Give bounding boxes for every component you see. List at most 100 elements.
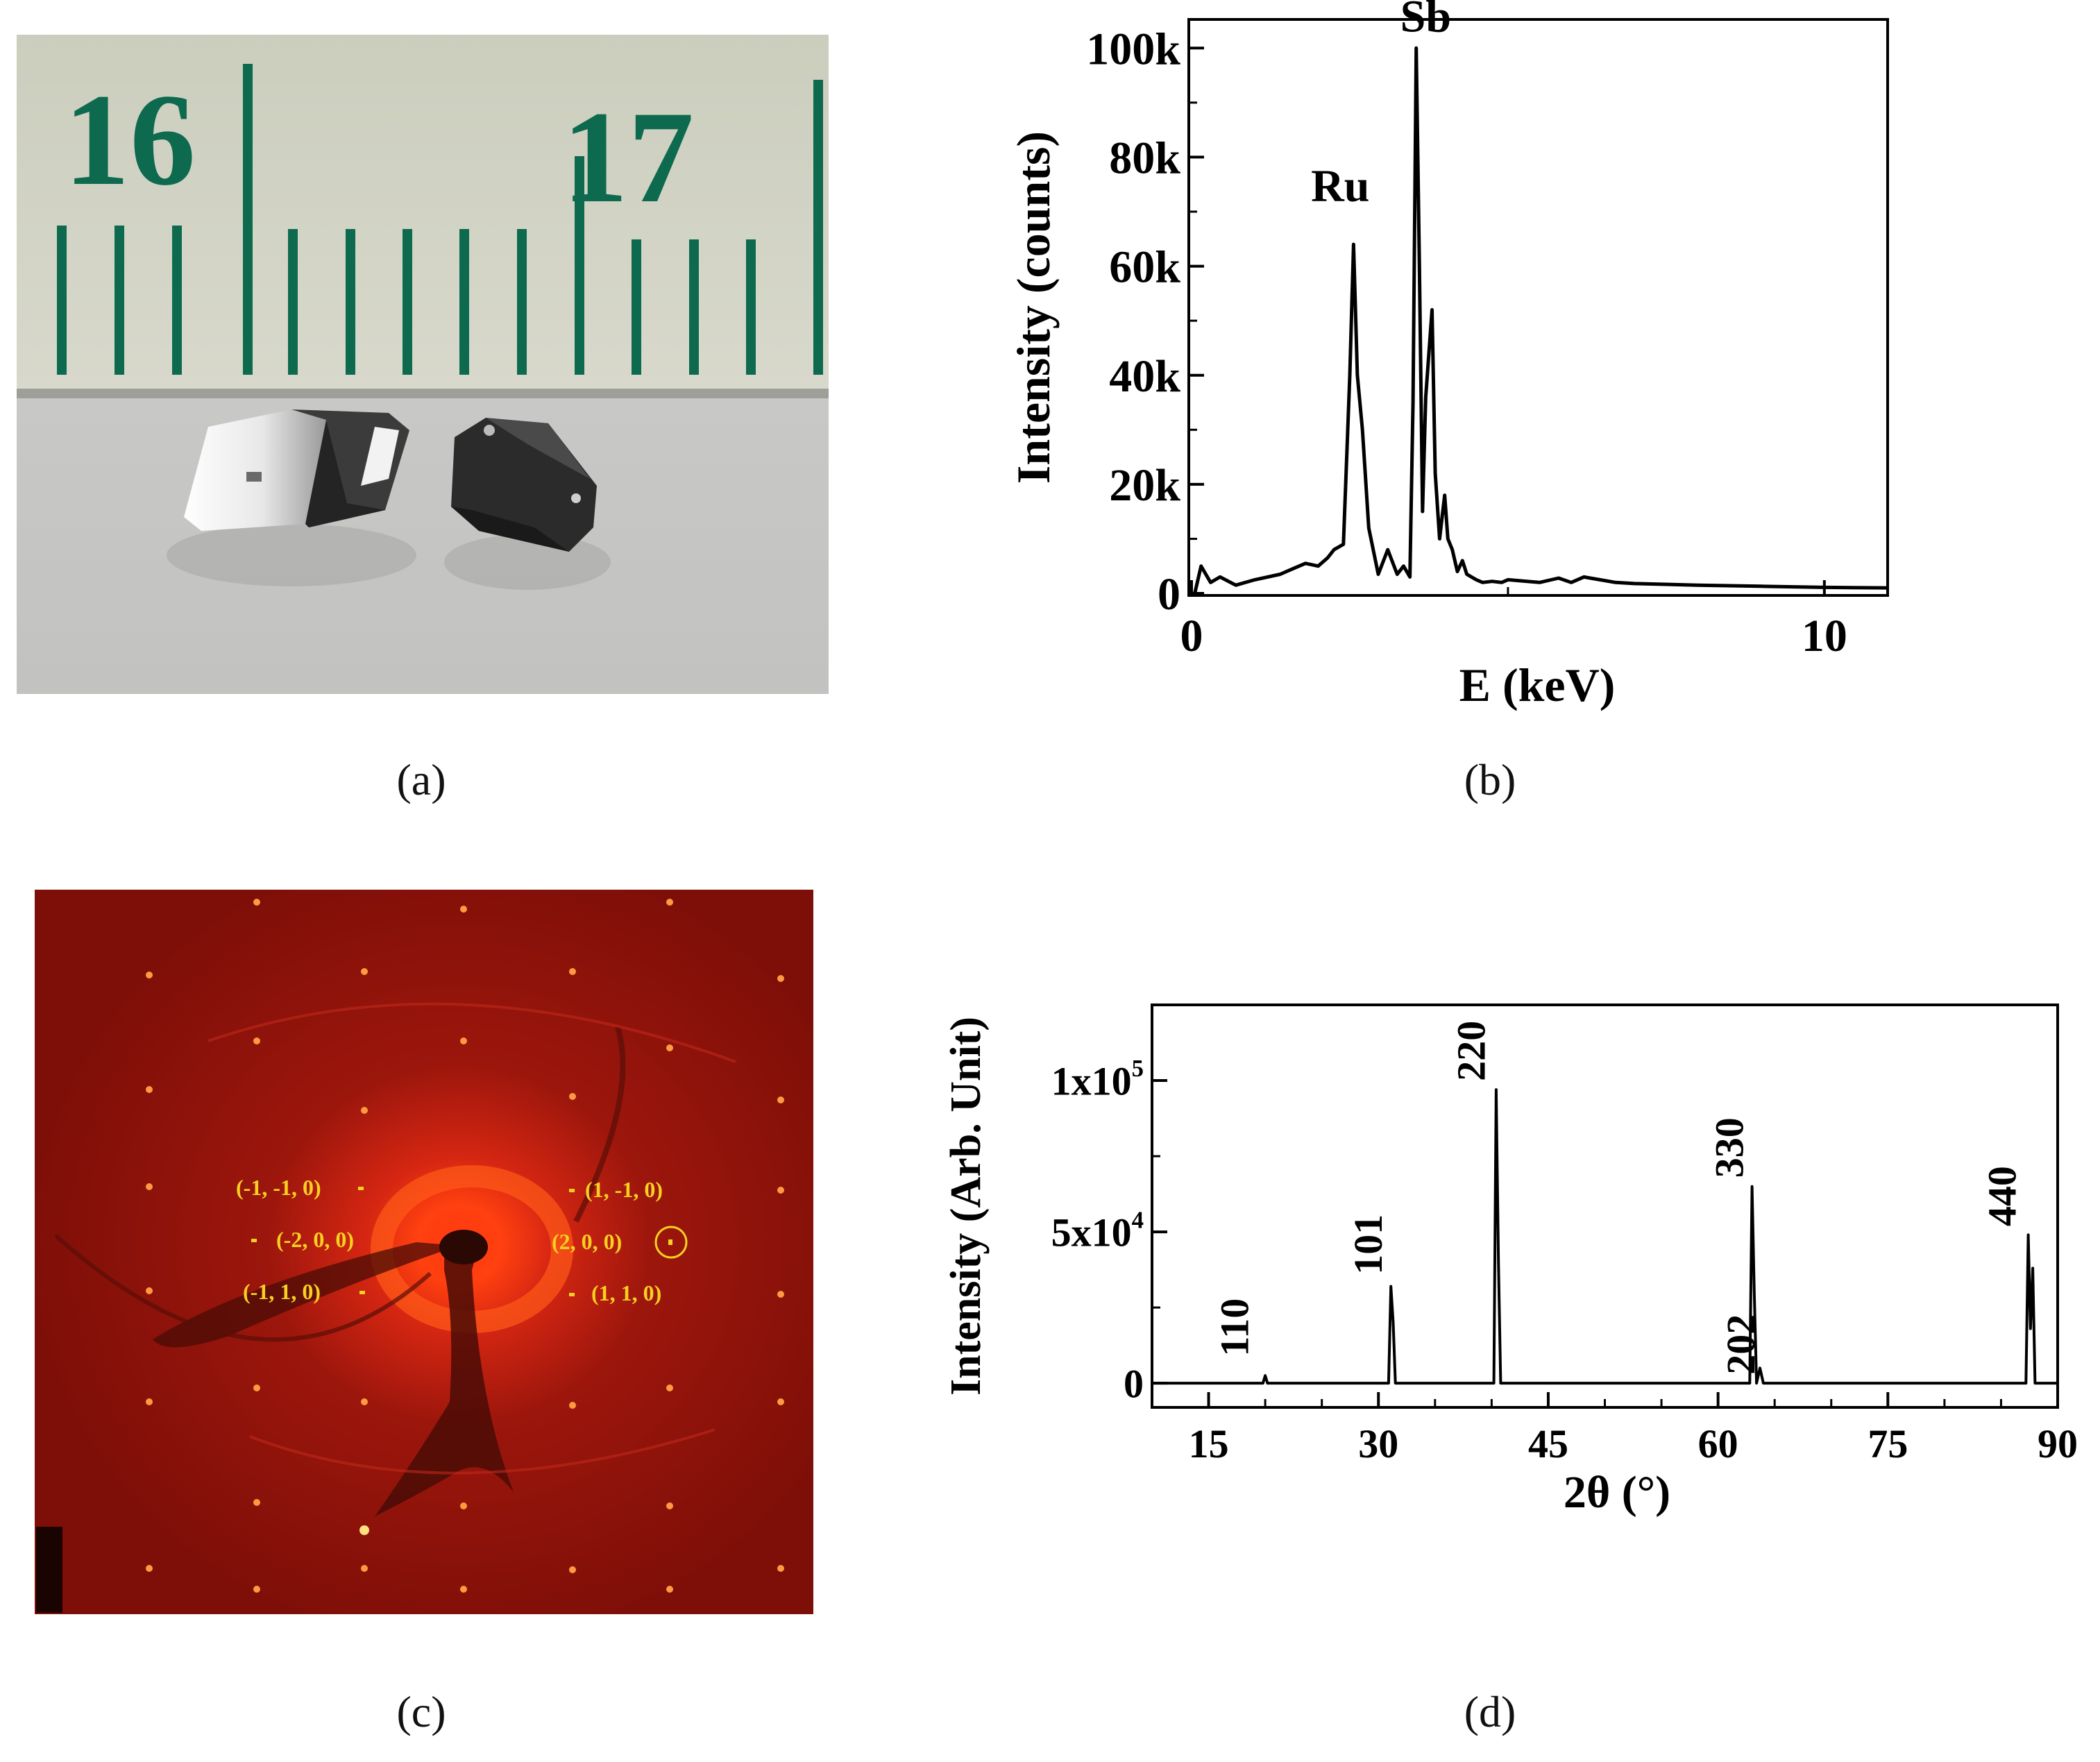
- panel-a-photo: 16 17: [17, 35, 829, 694]
- y-tick-exponent: 4: [1132, 1206, 1144, 1233]
- x-tick-label: 45: [1528, 1421, 1568, 1466]
- ruler-tick: [517, 229, 527, 375]
- y-tick-label: 40k: [1109, 351, 1180, 402]
- peak-label: 110: [1212, 1298, 1258, 1357]
- spot-label: (-1, -1, 0): [236, 1175, 321, 1200]
- ruler-tick: [288, 229, 298, 375]
- bragg-spot: [569, 1093, 576, 1100]
- eds-tick-labels: 0 10 0 20k 40k 60k 80k 100k: [1086, 24, 1847, 661]
- spot-marker: [359, 1291, 365, 1294]
- bragg-spot: [666, 1502, 673, 1509]
- x-tick-label: 60: [1698, 1421, 1738, 1466]
- ruler-tick: [346, 229, 355, 375]
- spot-marker: [569, 1293, 575, 1296]
- y-tick-label: 0: [1158, 569, 1180, 620]
- peak-label: 101: [1346, 1214, 1391, 1275]
- crystal-shadow: [444, 534, 611, 590]
- caption-b: (b): [1464, 755, 1516, 804]
- panel-c-diffraction: (-1, -1, 0) (1, -1, 0) (-2, 0, 0) (2, 0,…: [35, 890, 813, 1614]
- xrd-x-axis-label: 2θ (°): [1564, 1467, 1670, 1518]
- bragg-spot: [361, 1565, 368, 1572]
- caption-d: (d): [1464, 1687, 1516, 1736]
- bragg-spot: [666, 899, 673, 906]
- eds-y-axis-label: Intensity (counts): [1007, 131, 1060, 484]
- caption-a: (a): [396, 755, 446, 804]
- spot-label: (2, 0, 0): [552, 1229, 622, 1254]
- bragg-spot: [361, 968, 368, 975]
- bragg-spots: [146, 899, 784, 1593]
- y-tick-label: 5x104: [1051, 1206, 1144, 1255]
- ruler-tick: [459, 229, 469, 375]
- bragg-spot: [253, 899, 260, 906]
- ruler-tick: [575, 156, 584, 375]
- ruler-tick: [689, 239, 699, 375]
- eds-chart: 0 10 0 20k 40k 60k 80k 100k Ru Sb E (keV) Intens…: [1007, 0, 1889, 711]
- spot-marker: [251, 1239, 257, 1242]
- bragg-spot: [460, 906, 467, 913]
- spot-label: (1, 1, 0): [591, 1280, 661, 1305]
- crystal-left: [184, 409, 409, 531]
- eds-plot-frame: [1187, 18, 1889, 597]
- x-tick-label: 30: [1358, 1421, 1398, 1466]
- bragg-spot: [361, 1398, 368, 1405]
- bragg-spot: [777, 1187, 784, 1194]
- crystal-right: [451, 418, 597, 552]
- ruler-edge-shadow: [17, 389, 829, 398]
- bragg-spot: [460, 1037, 467, 1044]
- detector-edge: [36, 1527, 62, 1613]
- bragg-spot: [146, 1086, 153, 1093]
- shadow-arc: [573, 1026, 626, 1223]
- bragg-spot: [666, 1384, 673, 1391]
- bragg-spot: [569, 1402, 576, 1409]
- x-tick-label: 90: [2038, 1421, 2078, 1466]
- bragg-spot: [777, 1398, 784, 1405]
- ruler-tick: [813, 80, 823, 375]
- shadow-arc: [53, 1233, 432, 1342]
- bragg-spot: [253, 1499, 260, 1506]
- bragg-spot: [777, 1291, 784, 1298]
- x-tick-label: 10: [1802, 611, 1847, 661]
- y-tick-exponent: 5: [1132, 1055, 1144, 1082]
- y-tick-label: 100k: [1086, 24, 1180, 74]
- spot-label: (-2, 0, 0): [276, 1227, 354, 1252]
- ruler-ticks: [57, 64, 823, 375]
- xrd-plot-frame: [1151, 1003, 2059, 1409]
- peak-label: Sb: [1400, 0, 1451, 42]
- bragg-spot: [146, 1287, 153, 1294]
- xrd-annotations: 110 101 220 330 202 440: [1212, 1021, 2025, 1375]
- bragg-spot: [253, 1037, 260, 1044]
- spot-label: (1, -1, 0): [585, 1177, 663, 1202]
- spot-marker: [569, 1189, 575, 1192]
- y-tick-label: 0: [1124, 1361, 1144, 1406]
- bragg-spot: [253, 1384, 260, 1391]
- highlight-circle: [654, 1226, 688, 1259]
- bragg-spot: [253, 1586, 260, 1593]
- ruler-tick: [632, 239, 641, 375]
- beam-center: [439, 1230, 488, 1264]
- y-tick-label: 80k: [1109, 133, 1180, 184]
- spot-marker: [358, 1187, 364, 1190]
- y-tick-label: 1x105: [1051, 1055, 1144, 1103]
- peak-label: Ru: [1311, 160, 1369, 211]
- peak-label: 202: [1718, 1314, 1763, 1375]
- y-tick-label: 20k: [1109, 460, 1180, 511]
- xrd-series-line: [1152, 1088, 2058, 1385]
- ruler-label-17: 17: [562, 85, 694, 230]
- bragg-spot: [569, 968, 576, 975]
- bragg-spot: [777, 975, 784, 982]
- ruler-tick: [57, 226, 67, 375]
- ruler-tick: [172, 226, 182, 375]
- caption-c: (c): [396, 1687, 446, 1736]
- eds-x-axis-label: E (keV): [1459, 659, 1616, 711]
- bragg-spot: [361, 1107, 368, 1114]
- eds-series-line: [1193, 46, 1888, 594]
- ruler-label-16: 16: [64, 67, 196, 213]
- x-tick-label: 75: [1868, 1421, 1908, 1466]
- bragg-spot: [146, 1398, 153, 1405]
- peak-label: 220: [1449, 1021, 1494, 1081]
- ruler-tick: [746, 239, 756, 375]
- bragg-spot: [359, 1525, 369, 1535]
